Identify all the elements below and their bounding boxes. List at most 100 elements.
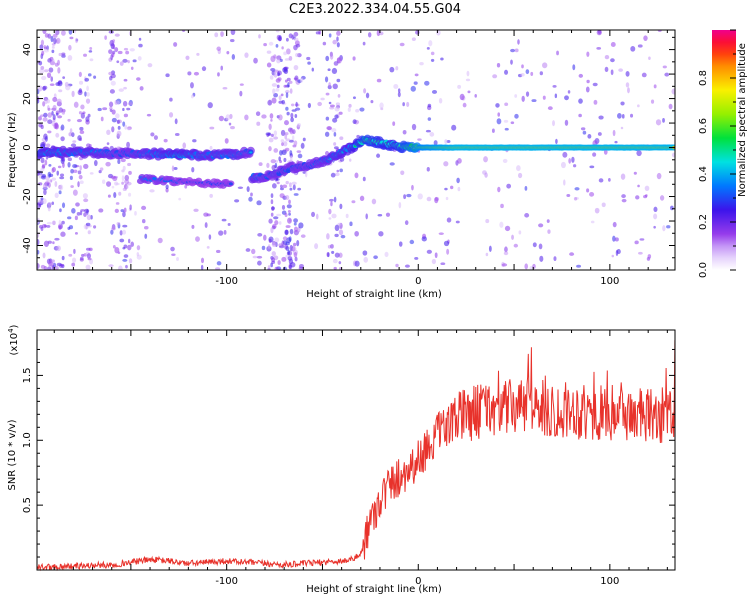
noise-speck — [223, 230, 227, 235]
noise-speck — [83, 163, 89, 169]
noise-speck — [283, 141, 288, 147]
noise-speck — [77, 181, 80, 188]
noise-speck — [404, 220, 409, 226]
y-tick-label: -40 — [22, 237, 33, 253]
noise-speck — [571, 156, 575, 163]
noise-speck — [517, 172, 523, 179]
noise-speck — [291, 246, 297, 251]
noise-speck — [273, 130, 278, 137]
noise-speck — [128, 238, 131, 244]
noise-speck — [560, 161, 566, 169]
noise-speck — [122, 229, 127, 235]
noise-speck — [630, 46, 636, 52]
noise-speck — [286, 237, 292, 244]
noise-speck — [569, 252, 575, 256]
noise-speck — [44, 136, 48, 142]
x-tick-label: 0 — [415, 276, 421, 287]
noise-speck — [48, 164, 52, 167]
noise-speck — [43, 48, 50, 53]
noise-speck — [504, 69, 509, 75]
noise-speck — [82, 193, 88, 199]
noise-speck — [662, 225, 666, 232]
noise-speck — [266, 162, 270, 169]
noise-speck — [485, 252, 489, 257]
noise-speck — [604, 66, 609, 73]
noise-speck — [169, 97, 173, 102]
noise-speck — [282, 184, 288, 189]
noise-speck — [257, 260, 262, 266]
noise-speck — [467, 90, 471, 94]
noise-speck — [47, 240, 52, 244]
noise-speck — [592, 152, 597, 157]
noise-speck — [136, 77, 141, 81]
noise-speck — [287, 217, 292, 224]
noise-speck — [278, 114, 283, 121]
noise-speck — [41, 163, 46, 169]
noise-speck — [187, 71, 192, 76]
noise-speck — [115, 113, 120, 119]
noise-speck — [196, 52, 200, 56]
noise-speck — [122, 58, 128, 63]
noise-speck — [111, 126, 115, 133]
noise-speck — [122, 224, 128, 228]
noise-speck — [147, 63, 153, 68]
noise-speck — [430, 51, 435, 56]
noise-speck — [120, 158, 126, 163]
noise-speck — [285, 225, 291, 228]
noise-speck — [525, 69, 530, 75]
noise-speck — [434, 252, 438, 259]
noise-speck — [547, 106, 553, 111]
noise-speck — [85, 222, 91, 226]
noise-speck — [586, 188, 590, 193]
noise-speck — [79, 258, 84, 262]
noise-speck — [284, 89, 290, 94]
noise-speck — [50, 259, 55, 263]
noise-speck — [126, 141, 130, 148]
noise-speck — [300, 142, 305, 149]
noise-speck — [334, 172, 340, 177]
noise-speck — [278, 221, 282, 225]
noise-speck — [229, 39, 235, 43]
noise-speck — [279, 193, 285, 199]
x-tick-label: -100 — [215, 576, 238, 587]
noise-speck — [573, 164, 577, 168]
noise-speck — [648, 56, 651, 60]
noise-speck — [43, 112, 48, 118]
noise-speck — [86, 214, 92, 221]
noise-speck — [275, 87, 280, 92]
noise-speck — [146, 113, 152, 117]
noise-speck — [59, 184, 64, 191]
noise-speck — [153, 135, 158, 141]
noise-speck — [281, 149, 287, 156]
noise-speck — [332, 258, 338, 264]
snr-line — [36, 340, 676, 572]
noise-speck — [359, 107, 365, 112]
y-scale-multiplier: (x104) — [7, 324, 20, 355]
noise-speck — [283, 68, 289, 75]
noise-speck — [539, 255, 544, 262]
noise-speck — [281, 142, 284, 147]
noise-speck — [295, 107, 301, 111]
noise-speck — [75, 37, 78, 44]
noise-speck — [195, 236, 200, 242]
noise-speck — [384, 251, 389, 258]
noise-speck — [636, 150, 642, 157]
noise-speck — [288, 212, 291, 216]
noise-speck — [38, 85, 43, 92]
noise-speck — [556, 50, 559, 56]
noise-speck — [653, 84, 657, 89]
noise-speck — [411, 37, 416, 41]
noise-speck — [80, 112, 85, 119]
noise-speck — [427, 117, 432, 121]
noise-speck — [47, 202, 52, 206]
noise-speck — [370, 99, 374, 104]
noise-speck — [411, 123, 417, 131]
noise-speck — [334, 224, 340, 231]
noise-speck — [409, 239, 415, 245]
noise-speck — [52, 114, 56, 121]
noise-speck — [457, 186, 461, 192]
noise-speck — [268, 236, 274, 243]
noise-speck — [286, 77, 291, 82]
noise-speck — [42, 101, 46, 107]
noise-speck — [285, 180, 289, 185]
